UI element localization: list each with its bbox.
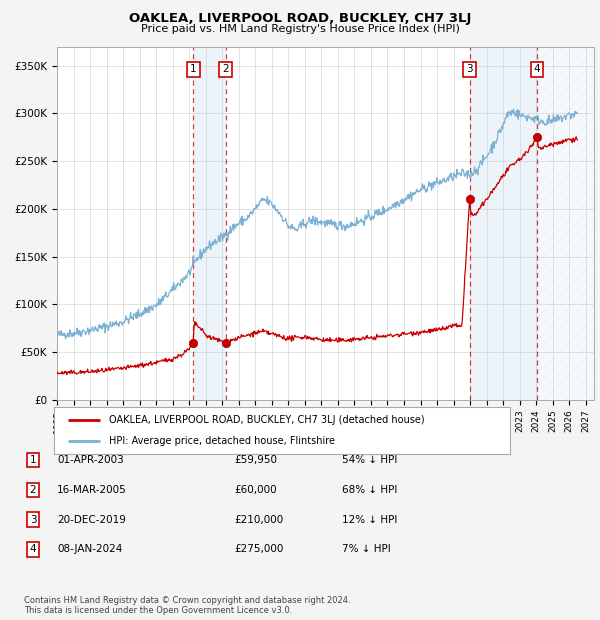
Text: 2: 2 [223,64,229,74]
Text: £210,000: £210,000 [234,515,283,525]
Text: £59,950: £59,950 [234,455,277,465]
Text: 01-APR-2003: 01-APR-2003 [57,455,124,465]
Text: 7% ↓ HPI: 7% ↓ HPI [342,544,391,554]
Text: HPI: Average price, detached house, Flintshire: HPI: Average price, detached house, Flin… [109,436,335,446]
Text: 2: 2 [29,485,37,495]
Bar [193,46,226,400]
Text: 20-DEC-2019: 20-DEC-2019 [57,515,126,525]
Text: 68% ↓ HPI: 68% ↓ HPI [342,485,397,495]
Bar [470,46,537,400]
Text: 12% ↓ HPI: 12% ↓ HPI [342,515,397,525]
Bar [537,46,594,400]
Text: 16-MAR-2005: 16-MAR-2005 [57,485,127,495]
Text: OAKLEA, LIVERPOOL ROAD, BUCKLEY, CH7 3LJ (detached house): OAKLEA, LIVERPOOL ROAD, BUCKLEY, CH7 3LJ… [109,415,424,425]
Text: 4: 4 [533,64,540,74]
Text: 54% ↓ HPI: 54% ↓ HPI [342,455,397,465]
Text: Price paid vs. HM Land Registry's House Price Index (HPI): Price paid vs. HM Land Registry's House … [140,24,460,34]
Text: 1: 1 [190,64,197,74]
Text: £275,000: £275,000 [234,544,283,554]
Text: 3: 3 [466,64,473,74]
Text: 4: 4 [29,544,37,554]
Text: OAKLEA, LIVERPOOL ROAD, BUCKLEY, CH7 3LJ: OAKLEA, LIVERPOOL ROAD, BUCKLEY, CH7 3LJ [129,12,471,25]
Text: 3: 3 [29,515,37,525]
Text: Contains HM Land Registry data © Crown copyright and database right 2024.
This d: Contains HM Land Registry data © Crown c… [24,596,350,615]
Text: 1: 1 [29,455,37,465]
Text: 08-JAN-2024: 08-JAN-2024 [57,544,122,554]
Text: £60,000: £60,000 [234,485,277,495]
